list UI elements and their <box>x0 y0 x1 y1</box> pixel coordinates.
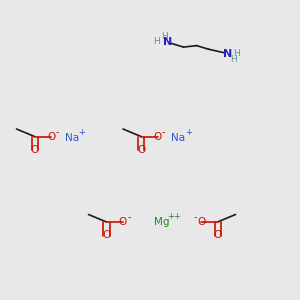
Text: -: - <box>193 212 197 222</box>
Text: -: - <box>162 127 165 137</box>
Text: H: H <box>153 38 159 46</box>
Text: +: + <box>78 128 85 137</box>
Text: O: O <box>119 217 127 227</box>
Text: N: N <box>224 49 232 59</box>
Text: O: O <box>102 230 111 241</box>
Text: -: - <box>55 127 59 137</box>
Text: +: + <box>185 128 191 137</box>
Text: O: O <box>153 131 162 142</box>
Text: H: H <box>230 55 237 64</box>
Text: ++: ++ <box>167 212 181 221</box>
Text: Na: Na <box>171 133 186 143</box>
Text: Mg: Mg <box>154 217 170 227</box>
Text: O: O <box>137 145 145 155</box>
Text: H: H <box>161 32 168 41</box>
Text: N: N <box>164 37 172 47</box>
Text: O: O <box>197 217 205 227</box>
Text: O: O <box>47 131 55 142</box>
Text: H: H <box>234 49 240 58</box>
Text: O: O <box>213 230 222 241</box>
Text: -: - <box>127 212 131 222</box>
Text: Na: Na <box>65 133 79 143</box>
Text: O: O <box>30 145 39 155</box>
